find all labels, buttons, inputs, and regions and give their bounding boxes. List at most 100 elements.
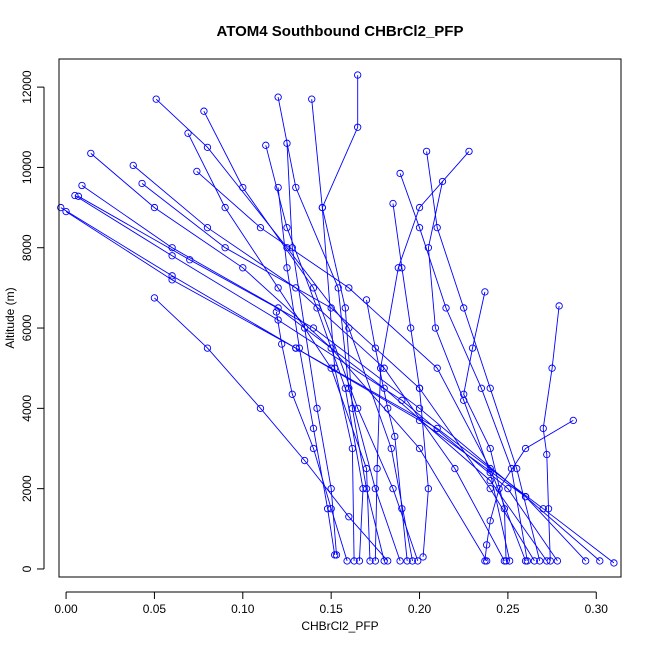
data-point [384, 557, 392, 565]
x-tick-label: 0.25 [496, 602, 520, 616]
data-point [345, 284, 353, 292]
series-line [203, 110, 419, 562]
data-point [536, 557, 544, 565]
data-point [354, 123, 362, 131]
data-point [256, 224, 265, 232]
data-point [389, 485, 397, 493]
data-point [200, 107, 208, 115]
series-line [74, 195, 558, 562]
series-line [484, 420, 574, 561]
y-tick-label: 12000 [20, 70, 34, 104]
data-point [521, 557, 530, 565]
data-point [288, 244, 296, 252]
data-point [292, 183, 300, 192]
data-point [465, 147, 473, 156]
data-point [521, 493, 530, 501]
data-point [384, 404, 392, 412]
plot-frame [58, 58, 622, 578]
data-point [544, 505, 553, 513]
data-series [389, 199, 433, 561]
data-point [521, 444, 530, 453]
data-point [419, 553, 427, 561]
series-line [275, 311, 348, 562]
series-line [132, 165, 505, 562]
data-point [380, 364, 388, 372]
data-point [239, 183, 247, 192]
data-point [495, 485, 503, 493]
x-tick-label: 0.00 [54, 602, 78, 616]
data-series [460, 288, 510, 565]
series-line [155, 98, 413, 561]
data-point [355, 557, 364, 565]
series-line [78, 195, 587, 562]
y-tick-label: 4000 [20, 395, 34, 422]
data-point [483, 557, 491, 565]
data-point [424, 244, 433, 252]
data-point [129, 161, 137, 170]
y-axis: 0 2000 4000 6000 8000 10000 12000 [20, 70, 45, 572]
data-point [414, 557, 422, 565]
data-point [313, 304, 321, 312]
data-point [504, 485, 512, 493]
data-point [221, 244, 229, 252]
data-point [371, 344, 379, 352]
data-series [362, 296, 411, 565]
data-point [431, 324, 440, 332]
data-point [396, 557, 404, 565]
data-point [582, 557, 590, 565]
data-point [500, 557, 509, 565]
data-point [362, 464, 371, 473]
data-point [168, 252, 176, 260]
data-point [278, 340, 286, 348]
data-point [539, 424, 547, 433]
data-point [341, 384, 349, 392]
data-point [308, 95, 316, 103]
data-point [398, 396, 406, 404]
series-line [196, 171, 527, 562]
data-point [332, 551, 341, 559]
data-point [398, 505, 406, 513]
data-series [193, 167, 530, 565]
data-point [530, 557, 539, 565]
y-tick-label: 2000 [20, 475, 34, 502]
data-point [309, 324, 318, 332]
series-line [81, 185, 548, 562]
data-point [138, 179, 146, 188]
series-line [277, 187, 336, 555]
data-point [486, 444, 494, 453]
data-point [373, 464, 381, 473]
data-point [481, 557, 489, 565]
data-point [288, 390, 296, 398]
data-point [543, 450, 551, 459]
data-point [415, 224, 424, 232]
x-tick-label: 0.05 [143, 602, 167, 616]
data-point [203, 344, 212, 352]
data-point [553, 557, 562, 565]
data-point [274, 284, 282, 292]
data-point [345, 513, 353, 521]
plot-area [57, 71, 618, 567]
data-point [543, 557, 551, 565]
data-point [415, 404, 424, 412]
data-point [486, 476, 494, 485]
data-point [292, 284, 300, 292]
data-point [486, 517, 494, 525]
data-point [396, 169, 404, 178]
data-point [327, 344, 335, 352]
series-line [277, 97, 401, 562]
data-point [331, 551, 339, 559]
data-point [341, 304, 349, 312]
data-point [309, 284, 318, 292]
data-series [283, 139, 341, 559]
data-series [274, 183, 339, 559]
x-tick-label: 0.20 [408, 602, 432, 616]
x-axis-label: CHBrCl2_PFP [301, 619, 378, 633]
data-point [283, 139, 291, 147]
data-point [78, 181, 86, 190]
data-point [407, 324, 415, 332]
data-point [362, 296, 371, 304]
x-axis: 0.00 0.05 0.10 0.15 0.20 0.25 0.30 [54, 591, 608, 616]
data-point [502, 557, 510, 565]
data-point [256, 404, 265, 412]
data-point [327, 485, 335, 493]
